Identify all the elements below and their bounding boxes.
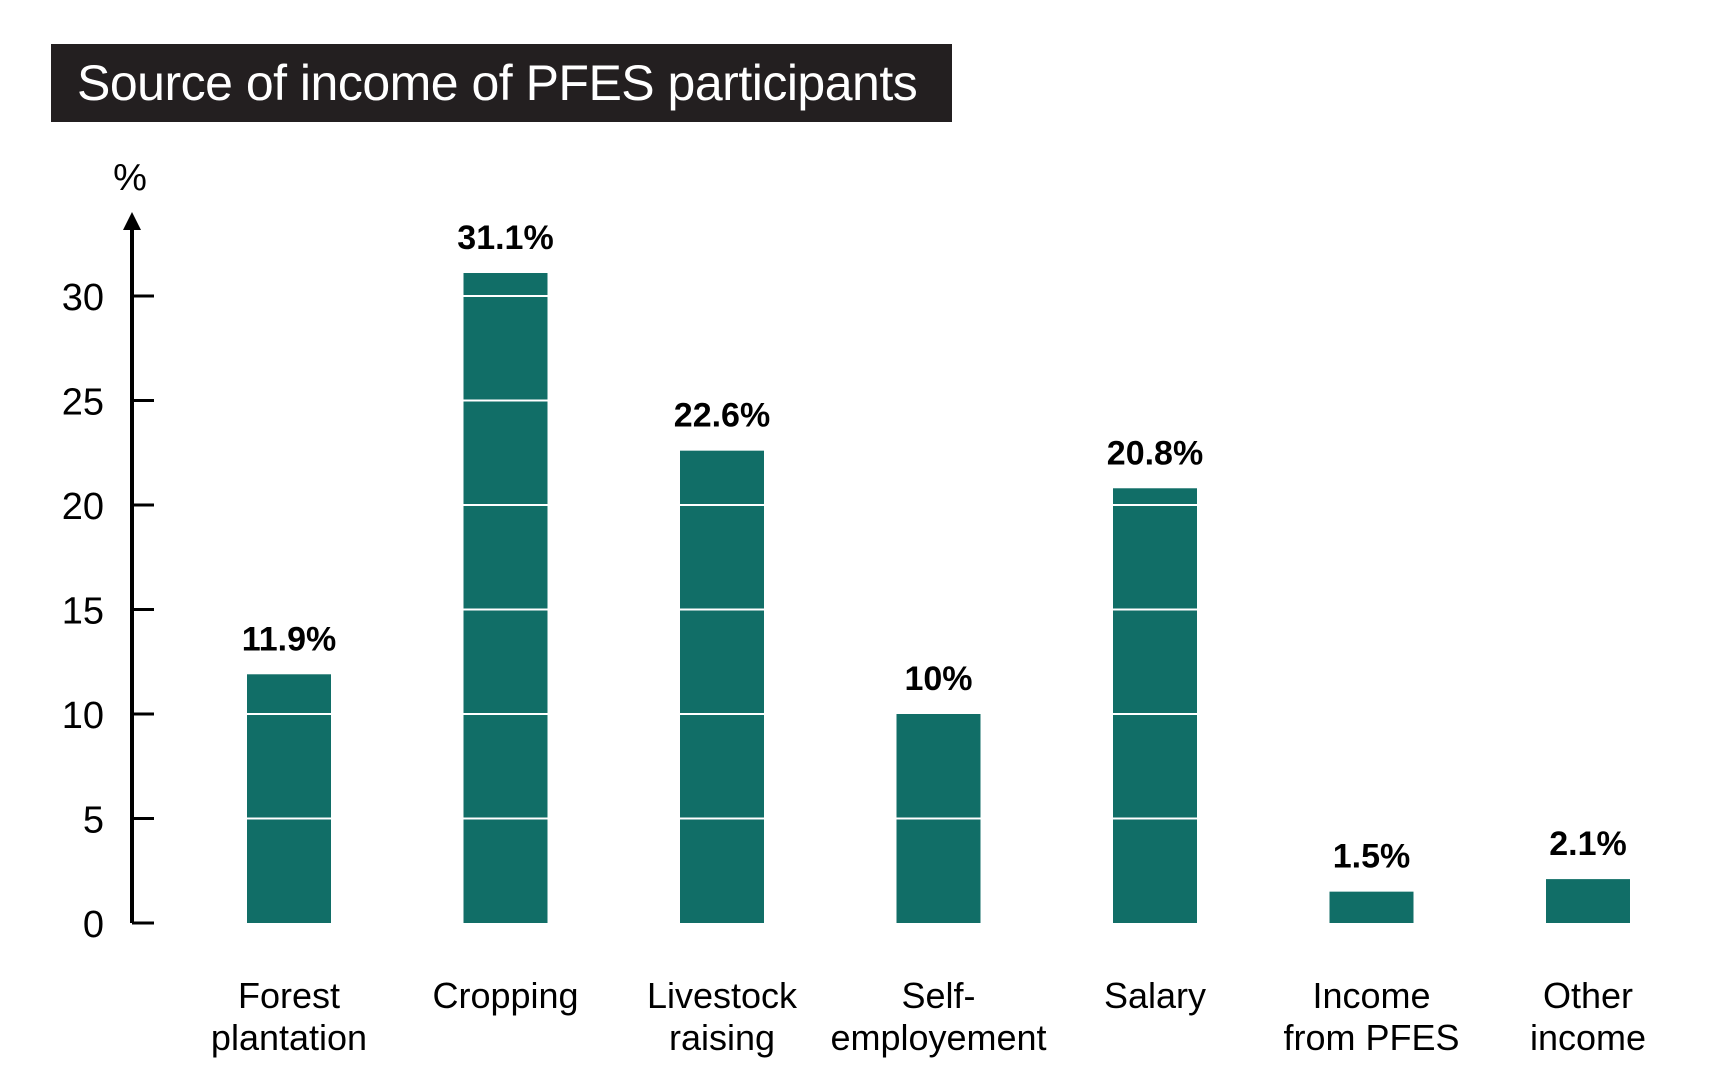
chart-title: Source of income of PFES participants <box>51 44 952 122</box>
y-tick-label: 5 <box>83 800 104 842</box>
category-label: income <box>1530 1017 1646 1058</box>
bar <box>1113 488 1197 923</box>
bars <box>247 273 1630 923</box>
category-label: Other <box>1543 975 1633 1016</box>
category-label: Forest <box>238 975 340 1016</box>
y-tick-label: 25 <box>62 382 104 424</box>
y-tick-label: 20 <box>62 486 104 528</box>
category-label: employement <box>830 1017 1046 1058</box>
y-tick-label: 30 <box>62 277 104 319</box>
data-label: 20.8% <box>1107 434 1203 472</box>
data-label: 2.1% <box>1549 825 1627 863</box>
data-label: 11.9% <box>242 620 337 658</box>
category-label: Salary <box>1104 975 1206 1016</box>
y-tick-label: 10 <box>62 695 104 737</box>
data-label: 1.5% <box>1333 838 1411 876</box>
data-label: 10% <box>904 660 972 698</box>
category-label: Self- <box>901 975 975 1016</box>
y-tick-label: 15 <box>62 591 104 633</box>
bar <box>1329 891 1414 923</box>
y-axis: % 0 5 10 15 20 25 30 <box>62 157 154 946</box>
y-tick-label: 0 <box>83 904 104 946</box>
y-axis-arrow <box>123 212 141 230</box>
chart-title-text: Source of income of PFES participants <box>77 55 918 111</box>
category-label: Cropping <box>432 975 578 1016</box>
category-label: Livestock <box>647 975 798 1016</box>
category-label: raising <box>669 1017 775 1058</box>
data-labels: 11.9% 31.1% 22.6% 10% 20.8% 1.5% 2.1% <box>242 219 1627 876</box>
category-label: plantation <box>211 1017 367 1058</box>
bar <box>247 674 331 923</box>
data-label: 31.1% <box>457 219 553 257</box>
bar <box>680 450 764 923</box>
y-axis-unit-label: % <box>113 157 147 199</box>
category-label: Income <box>1312 975 1430 1016</box>
category-label: from PFES <box>1283 1017 1459 1058</box>
bar <box>463 273 548 923</box>
data-label: 22.6% <box>674 397 770 435</box>
bar <box>1546 879 1630 923</box>
